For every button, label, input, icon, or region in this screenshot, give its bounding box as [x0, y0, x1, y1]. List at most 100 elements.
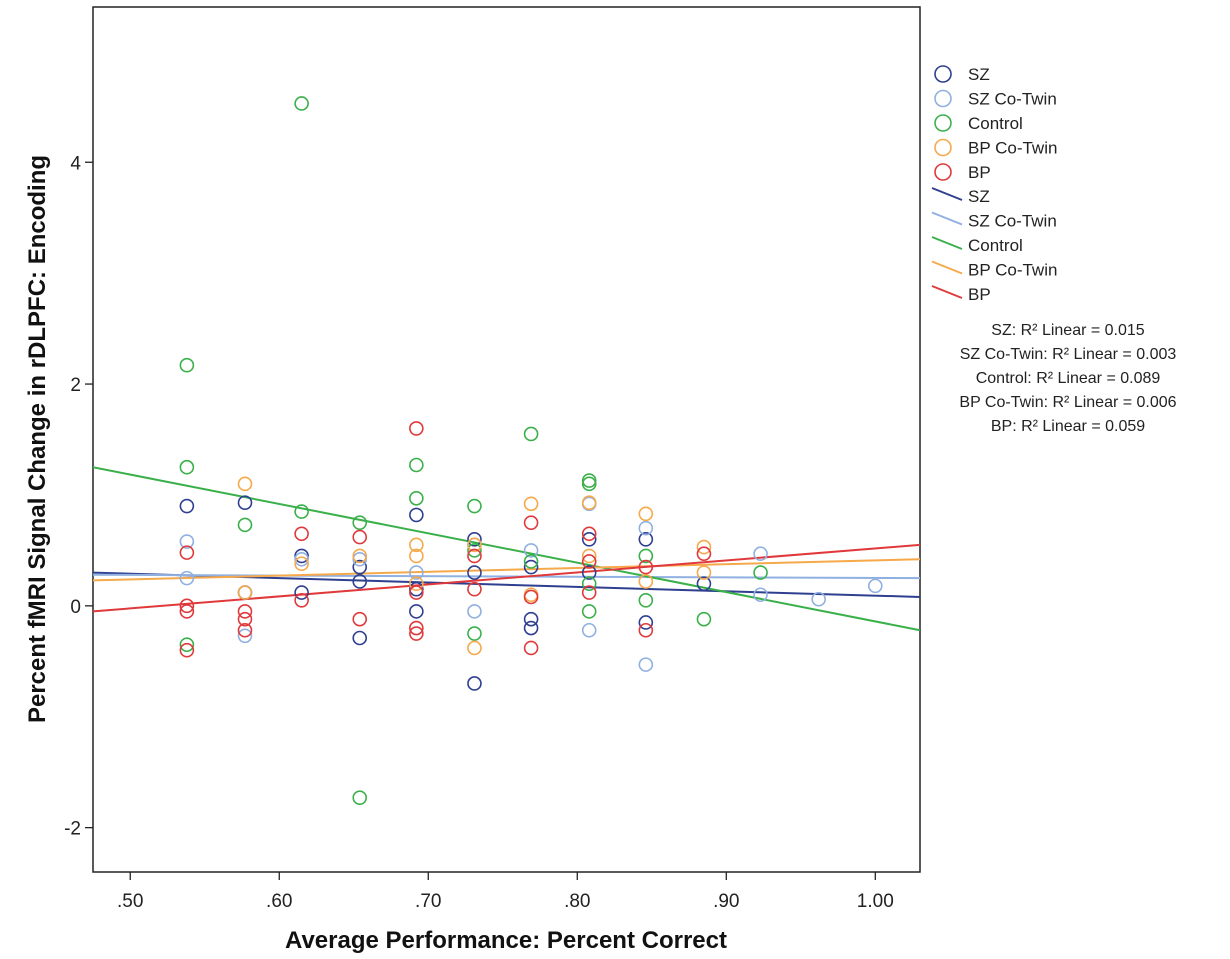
- r2-label: SZ Co-Twin: R² Linear = 0.003: [960, 346, 1177, 363]
- x-tick-label: .60: [266, 891, 292, 912]
- point-bp: [294, 526, 309, 542]
- point-bp: [294, 593, 309, 608]
- point-bp-co-twin: [581, 495, 597, 511]
- legend-line: [931, 211, 963, 226]
- legend-label: SZ Co-Twin: [968, 90, 1057, 109]
- point-sz: [352, 630, 368, 646]
- point-control: [523, 554, 539, 569]
- point-sz: [409, 507, 424, 523]
- point-bp: [409, 585, 424, 600]
- point-bp: [581, 585, 597, 600]
- point-control: [294, 96, 309, 111]
- point-bp: [179, 604, 195, 619]
- legend-marker: [934, 65, 952, 83]
- point-sz: [581, 565, 597, 580]
- point-control: [179, 357, 195, 373]
- point-bp: [179, 642, 195, 658]
- legend-line: [931, 285, 963, 299]
- point-control: [696, 611, 712, 627]
- x-tick-label: .80: [564, 891, 590, 912]
- fit-lines: [92, 466, 921, 632]
- point-control: [467, 543, 482, 558]
- point-bp-co-twin: [294, 556, 309, 572]
- y-tick-label: 4: [70, 153, 81, 174]
- point-control: [581, 604, 597, 619]
- point-sz-co-twin: [811, 591, 826, 607]
- legend-label: BP Co-Twin: [968, 139, 1057, 158]
- legend-line: [931, 236, 963, 250]
- point-control: [294, 504, 309, 519]
- point-sz: [638, 532, 654, 547]
- fit-line-sz-co-twin: [92, 573, 921, 580]
- point-control: [179, 459, 195, 475]
- legend-line: [931, 260, 963, 275]
- point-sz-co-twin: [467, 604, 482, 619]
- legend-marker: [934, 114, 952, 132]
- legend-label: BP: [968, 163, 991, 182]
- r2-label: BP: R² Linear = 0.059: [991, 418, 1145, 435]
- point-sz-co-twin: [581, 622, 597, 638]
- point-control: [409, 490, 424, 506]
- point-sz: [294, 585, 309, 600]
- fit-line-bp-co-twin: [92, 558, 921, 582]
- point-control: [467, 626, 482, 641]
- point-sz-co-twin: [179, 570, 195, 586]
- point-sz: [237, 495, 253, 511]
- point-bp: [638, 559, 654, 575]
- point-sz: [409, 581, 424, 597]
- point-bp: [581, 554, 597, 569]
- point-control: [581, 473, 597, 488]
- point-sz-co-twin: [294, 551, 309, 567]
- point-bp-co-twin: [409, 548, 424, 564]
- point-sz: [581, 532, 597, 547]
- point-control: [352, 515, 368, 530]
- point-bp: [696, 546, 712, 562]
- fit-line-control: [92, 466, 921, 632]
- point-bp-co-twin: [352, 548, 368, 564]
- point-control: [581, 476, 597, 492]
- point-sz-co-twin: [523, 543, 539, 558]
- point-sz: [179, 498, 195, 514]
- point-sz: [523, 611, 539, 627]
- point-sz-co-twin: [179, 534, 195, 549]
- point-sz: [352, 574, 368, 589]
- point-sz: [638, 615, 654, 630]
- x-axis-title: Average Performance: Percent Correct: [285, 927, 727, 954]
- plot-frame: [92, 6, 921, 873]
- point-bp: [523, 589, 539, 605]
- r2-annotations: SZ: R² Linear = 0.015 SZ Co-Twin: R² Line…: [959, 322, 1176, 435]
- point-bp-co-twin: [237, 585, 253, 600]
- point-bp-co-twin: [467, 640, 482, 656]
- point-bp: [352, 611, 368, 627]
- point-bp: [179, 598, 195, 614]
- point-bp: [467, 581, 482, 597]
- legend-line-label: SZ Co-Twin: [968, 212, 1057, 231]
- point-control: [352, 790, 368, 805]
- point-sz: [696, 576, 712, 591]
- point-bp-co-twin: [409, 537, 424, 553]
- point-control: [409, 457, 424, 473]
- y-axis-title: Percent fMRI Signal Change in rDLPFC: En…: [24, 155, 51, 723]
- legend-marker: [934, 89, 952, 108]
- point-sz: [467, 676, 482, 691]
- y-tick-label: -2: [64, 819, 81, 840]
- y-axis: -2 0 2 4: [64, 153, 93, 840]
- legend-label: Control: [968, 114, 1023, 133]
- data-points: [179, 96, 883, 805]
- fit-line-bp: [92, 543, 921, 613]
- x-tick-label: .70: [415, 891, 441, 912]
- point-bp: [237, 622, 253, 638]
- y-tick-label: 2: [70, 375, 81, 396]
- point-bp-co-twin: [409, 576, 424, 591]
- point-sz-co-twin: [638, 657, 654, 672]
- point-bp: [409, 626, 424, 641]
- point-bp-co-twin: [696, 565, 712, 580]
- x-tick-label: .90: [713, 891, 739, 912]
- x-tick-label: .50: [117, 891, 143, 912]
- point-sz-co-twin: [638, 520, 654, 536]
- point-control: [638, 548, 654, 564]
- point-control: [237, 517, 253, 533]
- point-sz: [467, 565, 482, 580]
- point-sz-co-twin: [409, 565, 424, 580]
- point-bp-co-twin: [638, 574, 654, 589]
